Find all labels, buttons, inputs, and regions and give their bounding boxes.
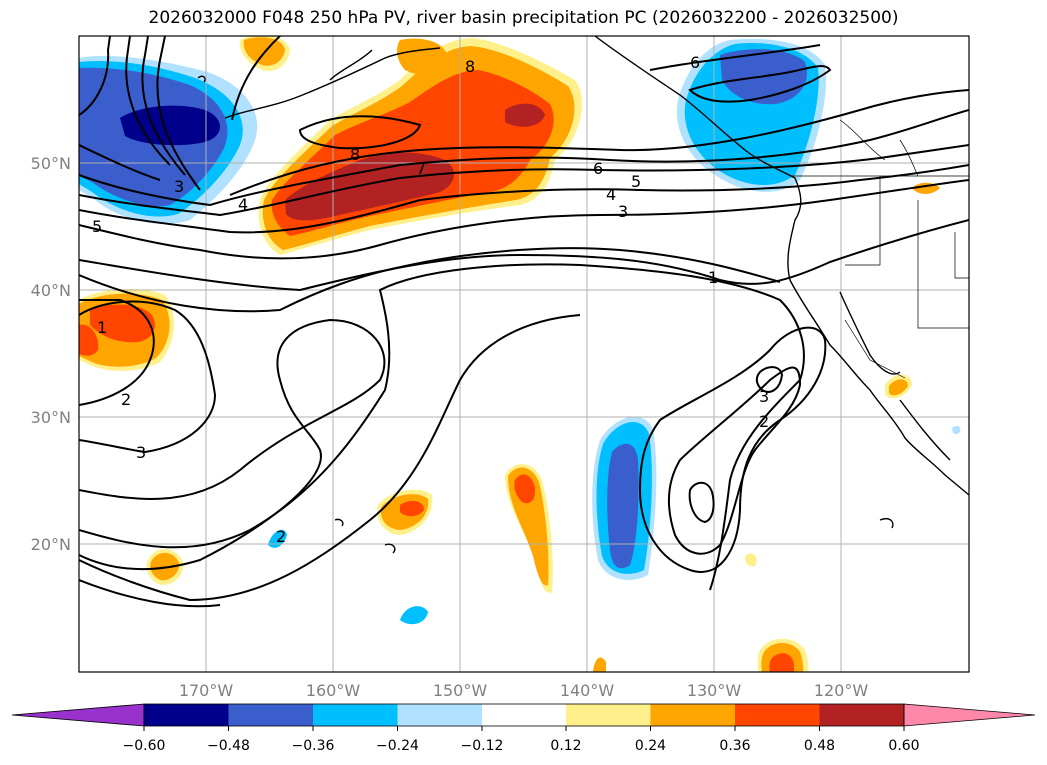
- pos-blob-scatter: [400, 500, 424, 517]
- contour-label: 1: [97, 318, 107, 337]
- contour-label: 8: [350, 145, 360, 164]
- map-title: 2026032000 F048 250 hPa PV, river basin …: [148, 8, 899, 28]
- colorbar-segment: [566, 704, 651, 726]
- colorbar-tick-label: −0.12: [461, 738, 504, 754]
- colorbar-segment: [397, 704, 482, 726]
- colorbar-tick-label: 0.36: [719, 738, 750, 754]
- lon-label: 160°W: [306, 681, 361, 700]
- lon-label: 170°W: [179, 681, 234, 700]
- coastlines: [197, 36, 969, 554]
- contour-label: 4: [606, 185, 616, 204]
- pos-blob-small-north: [397, 38, 448, 75]
- contour-label: 3: [174, 177, 184, 196]
- lon-label: 130°W: [687, 681, 742, 700]
- neg-blob-small: [268, 529, 287, 548]
- lat-label: 50°N: [31, 154, 71, 173]
- colorbar-extend-low: [11, 703, 145, 727]
- contour-label: 3: [136, 443, 146, 462]
- pos-blob-scatter: [150, 552, 180, 581]
- pos-blob-scatter: [593, 657, 606, 672]
- colorbar-tick-label: −0.60: [123, 738, 166, 754]
- colorbar-extend-high: [903, 703, 1036, 727]
- precip-shading: [79, 36, 961, 672]
- pos-blob-band-core2: [505, 103, 545, 127]
- contour-label: 2: [276, 527, 286, 546]
- lon-label: 120°W: [814, 681, 869, 700]
- colorbar-segment: [735, 704, 820, 726]
- colorbar-tick-label: 0.48: [804, 738, 835, 754]
- contour-label: 2: [121, 390, 131, 409]
- contour-label: 5: [92, 217, 102, 236]
- lon-label: 150°W: [433, 681, 488, 700]
- colorbar-segment: [313, 704, 398, 726]
- longitude-labels: 170°W 160°W 150°W 140°W 130°W 120°W: [179, 681, 869, 700]
- lat-label: 40°N: [31, 281, 71, 300]
- contour-label: 5: [631, 172, 641, 191]
- neg-blob-small: [952, 425, 961, 435]
- pos-blob-west: [90, 304, 155, 343]
- colorbar-segment: [228, 704, 313, 726]
- pos-blob-scatter: [889, 379, 908, 396]
- colorbar-tick-label: 0.60: [888, 738, 919, 754]
- lat-label: 20°N: [31, 535, 71, 554]
- pos-blob-band-core: [285, 152, 455, 221]
- contour-label: 7: [416, 159, 426, 178]
- neg-blob-small: [400, 606, 428, 625]
- contour-labels: 1 1 2 2 2 3 3 3 3 4 4 5 5 6 6 7 8 8: [92, 53, 769, 546]
- colorbar-segment: [482, 704, 566, 726]
- contour-label: 6: [593, 159, 603, 178]
- contour-label: 3: [759, 387, 769, 406]
- pos-blob-scatter: [769, 653, 794, 672]
- colorbar-segment: [650, 704, 735, 726]
- contour-label: 4: [238, 195, 248, 214]
- plot-frame: [78, 35, 970, 673]
- colorbar-segment: [144, 704, 229, 726]
- pos-blob-scatter: [744, 553, 757, 567]
- colorbar-tick-label: 0.24: [635, 738, 666, 754]
- contour-label: 3: [618, 202, 628, 221]
- colorbar: −0.60 −0.48 −0.36 −0.24 −0.12 0.12 0.24 …: [11, 703, 1036, 754]
- colorbar-tick-label: 0.12: [550, 738, 581, 754]
- contour-label: 8: [465, 57, 475, 76]
- colorbar-tick-label: −0.36: [292, 738, 335, 754]
- lon-label: 140°W: [560, 681, 615, 700]
- pos-blob-scatter: [514, 474, 536, 504]
- colorbar-segment: [819, 704, 904, 726]
- neg-blob-column-core: [607, 443, 639, 569]
- colorbar-tick-label: −0.24: [376, 738, 419, 754]
- lat-label: 30°N: [31, 408, 71, 427]
- colorbar-tick-label: −0.48: [207, 738, 250, 754]
- pv-contours: [79, 36, 969, 608]
- contour-label: 1: [708, 268, 718, 287]
- borders: [790, 119, 969, 379]
- contour-label: 6: [690, 53, 700, 72]
- pos-blob-west-core: [79, 324, 99, 356]
- contour-label: 2: [759, 412, 769, 431]
- latitude-labels: 50°N 40°N 30°N 20°N: [31, 154, 71, 554]
